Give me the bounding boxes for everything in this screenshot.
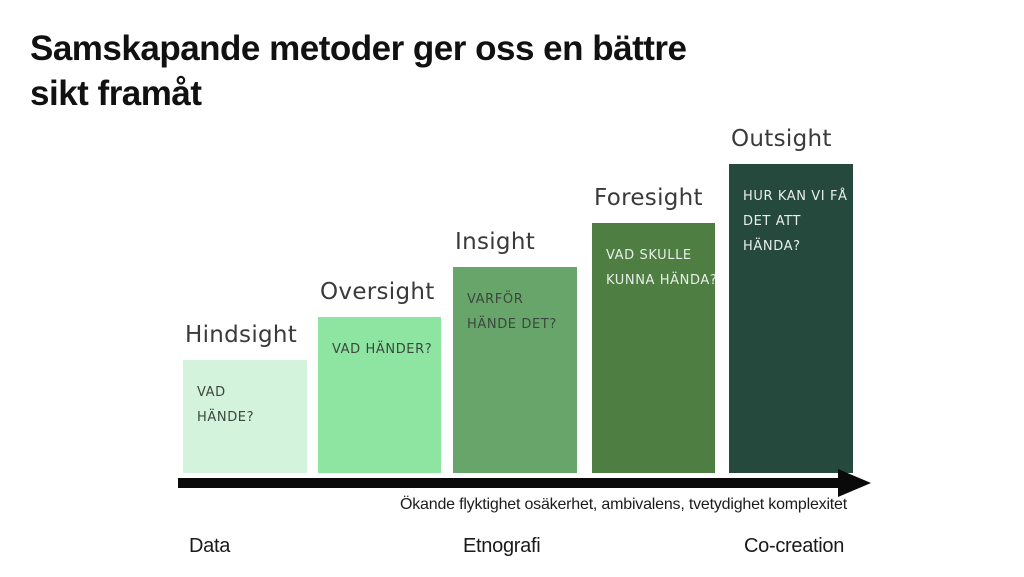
bar-label-hindsight: Hindsight xyxy=(185,322,298,348)
bar-rect-outsight: HUR KAN VI FÅ DET ATT HÄNDA? xyxy=(729,164,853,473)
bar-question-line: VAD SKULLE xyxy=(606,248,692,263)
page-title-line-2: sikt framåt xyxy=(30,74,202,113)
axis-caption: Ökande flyktighet osäkerhet, ambivalens,… xyxy=(400,496,847,513)
page-title-line-1: Samskapande metoder ger oss en bättre xyxy=(30,29,687,68)
bar-question-line: HUR KAN VI FÅ xyxy=(743,189,848,204)
bar-rect-hindsight: VAD HÄNDE? xyxy=(183,360,307,473)
bar-group-insight: Insight VARFÖR HÄNDE DET? xyxy=(453,229,577,473)
bar-question-line: HÄNDE? xyxy=(197,410,255,425)
x-axis-arrow-shaft xyxy=(178,478,841,488)
x-label-co-creation: Co-creation xyxy=(744,535,845,557)
bar-group-hindsight: Hindsight VAD HÄNDE? xyxy=(183,322,307,473)
x-axis-arrow-head-icon xyxy=(838,469,871,497)
x-label-etnografi: Etnografi xyxy=(463,535,541,557)
bar-question-line: VAD HÄNDER? xyxy=(332,342,433,357)
bar-rect-foresight: VAD SKULLE KUNNA HÄNDA? xyxy=(592,223,718,473)
bar-group-foresight: Foresight VAD SKULLE KUNNA HÄNDA? xyxy=(592,185,718,473)
bar-rect-insight: VARFÖR HÄNDE DET? xyxy=(453,267,577,473)
bar-label-insight: Insight xyxy=(455,229,536,255)
bar-rect-oversight: VAD HÄNDER? xyxy=(318,317,441,473)
page-title: Samskapande metoder ger oss en bättre si… xyxy=(30,26,687,116)
bar-question-line: KUNNA HÄNDA? xyxy=(606,273,718,288)
bar-question-line: DET ATT xyxy=(743,214,802,229)
bar-label-oversight: Oversight xyxy=(320,279,435,305)
bar-question-line: HÄNDE DET? xyxy=(467,317,557,332)
bar-label-outsight: Outsight xyxy=(731,126,832,152)
x-label-data: Data xyxy=(189,535,231,557)
bar-group-outsight: Outsight HUR KAN VI FÅ DET ATT HÄNDA? xyxy=(729,126,853,473)
bar-question-line: HÄNDA? xyxy=(743,239,801,254)
bar-question-line: VAD xyxy=(197,385,226,400)
bar-question-line: VARFÖR xyxy=(467,292,524,307)
bar-group-oversight: Oversight VAD HÄNDER? xyxy=(318,279,441,473)
bar-label-foresight: Foresight xyxy=(594,185,703,211)
